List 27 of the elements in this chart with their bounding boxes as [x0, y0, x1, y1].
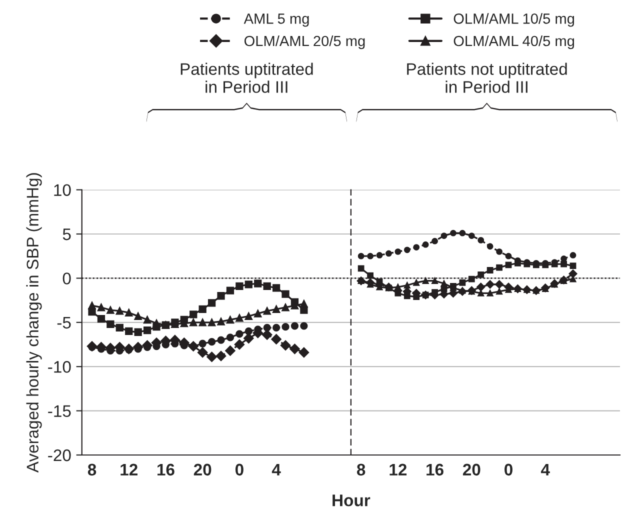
- x-tick-label: 8: [88, 464, 96, 476]
- legend-label: AML 5 mg: [244, 14, 309, 27]
- y-tick-label: 10: [54, 184, 71, 196]
- y-tick-label: 5: [62, 228, 71, 240]
- x-tick-label: 0: [235, 464, 244, 476]
- text: Patients not uptitrated in Period III: [407, 62, 567, 93]
- legend-label: OLM/AML 40/5 mg: [454, 35, 574, 50]
- x-axis-title: Hour: [332, 494, 370, 506]
- x-tick-label: 20: [462, 464, 480, 476]
- y-axis-title: Averaged hourly change in SBP (mmHg): [26, 173, 42, 473]
- y-tick-label: -5: [57, 316, 71, 329]
- x-tick-label: 0: [504, 464, 512, 476]
- x-tick-label: 8: [356, 464, 366, 476]
- x-tick-label: 12: [390, 464, 407, 476]
- legend-label: OLM/AML 10/5 mg: [454, 13, 574, 27]
- text: Patients uptitrated in Period III: [180, 62, 313, 93]
- legend-label: OLM/AML 20/5 mg: [244, 35, 365, 50]
- x-tick-label: 16: [426, 464, 444, 476]
- y-tick-label: -10: [48, 361, 71, 373]
- x-tick-label: 4: [272, 464, 281, 476]
- y-tick-label: -20: [48, 449, 71, 462]
- y-tick-label: -15: [48, 405, 71, 418]
- x-tick-label: 16: [158, 464, 174, 476]
- x-tick-label: 20: [194, 464, 212, 476]
- x-tick-label: 12: [120, 464, 138, 476]
- y-tick-label: 0: [62, 272, 71, 284]
- x-tick-label: 4: [540, 464, 550, 476]
